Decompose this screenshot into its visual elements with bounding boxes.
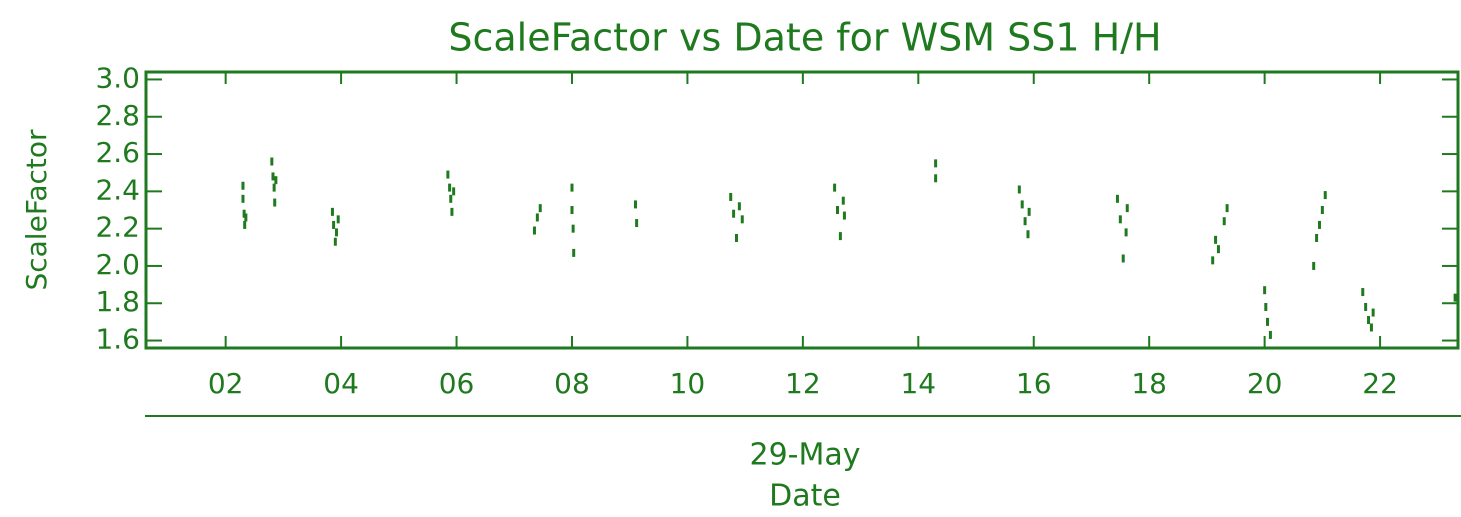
data-point bbox=[1216, 245, 1220, 254]
data-point bbox=[1020, 200, 1024, 209]
data-point bbox=[1453, 293, 1457, 302]
data-point bbox=[934, 159, 938, 168]
x-tick-label: 06 bbox=[439, 367, 475, 400]
y-tick-label: 3.0 bbox=[95, 61, 140, 94]
data-point bbox=[740, 215, 744, 224]
data-point bbox=[1225, 204, 1229, 213]
data-point bbox=[1023, 217, 1027, 226]
data-point bbox=[244, 213, 248, 222]
data-point bbox=[841, 196, 845, 205]
data-point bbox=[1320, 206, 1324, 214]
data-point bbox=[833, 183, 837, 192]
data-point bbox=[449, 194, 453, 203]
x-tick-label: 02 bbox=[208, 367, 244, 400]
y-tick-label: 1.6 bbox=[95, 323, 140, 356]
data-point bbox=[1027, 207, 1031, 216]
data-point bbox=[1264, 302, 1268, 311]
y-axis-label: ScaleFactor bbox=[20, 129, 53, 291]
data-point bbox=[1211, 256, 1215, 265]
data-point bbox=[934, 174, 938, 183]
data-point bbox=[532, 226, 536, 235]
data-point bbox=[535, 213, 539, 222]
data-point bbox=[635, 219, 639, 228]
y-tick-label: 1.8 bbox=[95, 285, 140, 318]
data-point bbox=[1371, 308, 1375, 317]
data-point bbox=[1268, 330, 1272, 339]
data-point bbox=[1118, 215, 1122, 224]
x-tick-label: 18 bbox=[1131, 367, 1167, 400]
x-tick-label: 20 bbox=[1247, 367, 1283, 400]
x-tick-label: 16 bbox=[1016, 367, 1052, 400]
data-point bbox=[838, 232, 842, 241]
plot-frame bbox=[144, 70, 1460, 350]
data-point bbox=[1017, 185, 1021, 194]
x-tick-label: 10 bbox=[670, 367, 706, 400]
data-point bbox=[1124, 228, 1128, 237]
x-tick-label: 08 bbox=[554, 367, 590, 400]
data-point bbox=[1125, 204, 1129, 213]
data-point bbox=[243, 220, 247, 229]
data-point bbox=[446, 170, 450, 179]
data-point bbox=[1214, 235, 1218, 244]
data-point bbox=[452, 187, 456, 196]
data-point bbox=[448, 183, 452, 192]
data-point bbox=[1121, 254, 1125, 263]
data-point bbox=[1367, 316, 1371, 325]
data-point bbox=[334, 228, 338, 237]
data-point bbox=[450, 207, 454, 216]
data-point bbox=[332, 220, 336, 229]
data-point bbox=[1364, 302, 1368, 311]
data-point bbox=[570, 183, 574, 192]
data-point bbox=[330, 207, 334, 216]
data-point bbox=[1222, 217, 1226, 226]
data-point bbox=[242, 209, 246, 218]
data-point bbox=[732, 209, 736, 218]
data-point bbox=[1266, 317, 1270, 326]
data-point bbox=[729, 192, 733, 201]
data-point bbox=[1315, 233, 1319, 242]
data-point bbox=[1115, 194, 1119, 203]
y-tick-label: 2.8 bbox=[95, 99, 140, 132]
data-point bbox=[270, 157, 274, 166]
x-tick-label: 12 bbox=[785, 367, 821, 400]
x-axis-label: Date bbox=[769, 479, 841, 514]
data-point bbox=[1361, 288, 1365, 297]
data-point bbox=[737, 202, 741, 211]
data-point bbox=[241, 194, 245, 203]
data-point bbox=[241, 181, 245, 190]
x-tick-label: 22 bbox=[1362, 367, 1398, 400]
data-point bbox=[272, 183, 276, 192]
y-tick-label: 2.2 bbox=[95, 211, 140, 244]
data-point bbox=[572, 248, 576, 257]
data-point bbox=[273, 198, 277, 207]
data-point bbox=[633, 200, 637, 209]
chart-title: ScaleFactor vs Date for WSM SS1 H/H bbox=[448, 16, 1161, 60]
date-annotation: 29-May bbox=[749, 438, 860, 473]
y-tick-label: 2.4 bbox=[95, 173, 140, 206]
data-point bbox=[842, 211, 846, 220]
y-tick-label: 2.0 bbox=[95, 248, 140, 281]
data-point bbox=[734, 233, 738, 242]
y-tick-label: 2.6 bbox=[95, 136, 140, 169]
data-point bbox=[835, 206, 839, 214]
data-point bbox=[1263, 286, 1267, 295]
data-point bbox=[274, 176, 278, 185]
data-point bbox=[1369, 323, 1373, 332]
data-point bbox=[570, 206, 574, 214]
data-point bbox=[571, 224, 575, 233]
data-point bbox=[333, 237, 337, 246]
data-point bbox=[538, 204, 542, 213]
x-tick-label: 04 bbox=[323, 367, 359, 400]
data-point bbox=[1317, 220, 1321, 229]
data-point bbox=[336, 215, 340, 224]
data-point bbox=[1026, 230, 1030, 239]
data-point bbox=[1323, 191, 1327, 200]
x-tick-label: 14 bbox=[900, 367, 936, 400]
data-point bbox=[271, 172, 275, 181]
data-point bbox=[1312, 261, 1316, 270]
